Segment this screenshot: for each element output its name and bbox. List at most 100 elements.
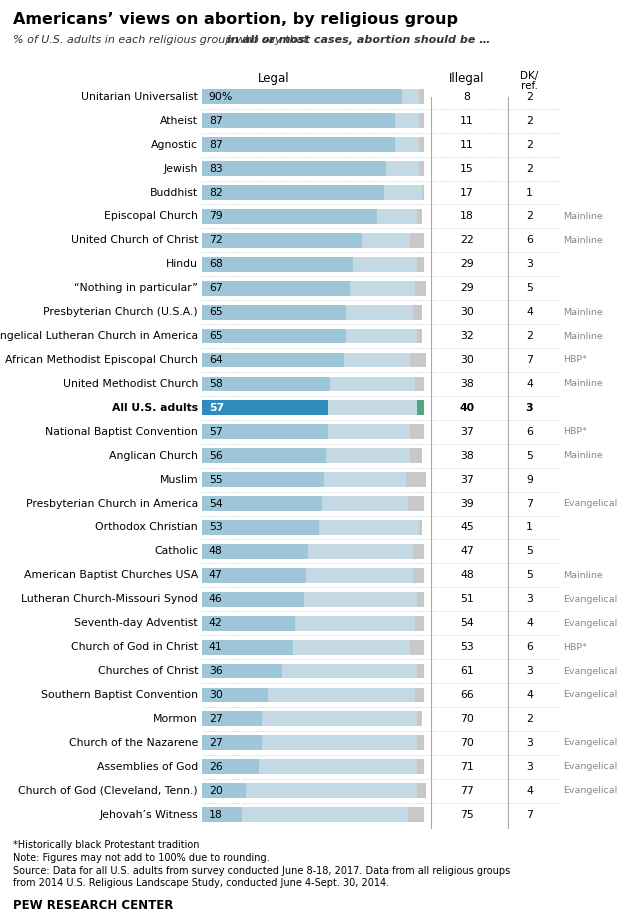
Bar (415, 616, 424, 630)
Text: Legal: Legal (257, 71, 289, 85)
Text: Anglican Church: Anglican Church (109, 451, 198, 461)
Bar (413, 568, 424, 583)
Text: 41: 41 (209, 642, 223, 652)
Text: 1: 1 (526, 522, 533, 532)
Bar (328, 400, 417, 415)
Text: Presbyterian Church (U.S.A.): Presbyterian Church (U.S.A.) (44, 307, 198, 317)
Text: 30: 30 (460, 307, 474, 317)
Text: Evangelical: Evangelical (564, 667, 618, 676)
Text: 5: 5 (526, 547, 533, 556)
Text: % of U.S. adults in each religious group who say that: % of U.S. adults in each religious group… (13, 35, 311, 45)
Text: HBP*: HBP* (564, 643, 588, 651)
Text: 3: 3 (526, 259, 533, 269)
Text: Southern Baptist Convention: Southern Baptist Convention (41, 690, 198, 700)
Text: from 2014 U.S. Religious Landscape Study, conducted June 4-Sept. 30, 2014.: from 2014 U.S. Religious Landscape Study… (13, 878, 389, 889)
Text: 32: 32 (460, 331, 474, 341)
Bar (417, 329, 422, 344)
Bar (417, 712, 422, 726)
Bar (202, 305, 346, 320)
Bar (410, 448, 422, 463)
Text: Evangelical: Evangelical (564, 618, 618, 627)
Text: 26: 26 (209, 762, 223, 772)
Text: 2: 2 (526, 714, 533, 724)
Text: 72: 72 (209, 235, 223, 245)
Text: 2: 2 (526, 164, 533, 173)
Text: PEW RESEARCH CENTER: PEW RESEARCH CENTER (13, 899, 173, 912)
Text: 3: 3 (526, 738, 533, 747)
Text: Evangelical: Evangelical (564, 594, 618, 604)
Text: 17: 17 (460, 188, 474, 198)
Bar (202, 209, 377, 224)
Text: Illegal: Illegal (449, 71, 484, 85)
Text: 57: 57 (209, 403, 224, 413)
Text: Hindu: Hindu (166, 259, 198, 269)
Bar (246, 783, 417, 798)
Bar (410, 233, 424, 248)
Text: HBP*: HBP* (564, 427, 588, 436)
Text: 38: 38 (460, 451, 474, 461)
Text: 37: 37 (460, 427, 474, 437)
Text: 90%: 90% (209, 92, 233, 102)
Text: 82: 82 (209, 188, 223, 198)
Text: 4: 4 (526, 690, 533, 700)
Text: 54: 54 (209, 498, 223, 508)
Bar (202, 807, 241, 822)
Bar (268, 688, 415, 703)
Text: Jewish: Jewish (164, 164, 198, 173)
Text: 3: 3 (526, 666, 533, 676)
Text: Mainline: Mainline (564, 308, 604, 317)
Text: Evangelical: Evangelical (564, 738, 618, 747)
Text: 70: 70 (460, 714, 474, 724)
Text: Source: Data for all U.S. adults from survey conducted June 8-18, 2017. Data fro: Source: Data for all U.S. adults from su… (13, 866, 510, 876)
Bar (415, 281, 426, 296)
Text: Lutheran Church-Missouri Synod: Lutheran Church-Missouri Synod (21, 594, 198, 605)
Text: Church of the Nazarene: Church of the Nazarene (68, 738, 198, 747)
Text: 6: 6 (526, 642, 533, 652)
Text: HBP*: HBP* (564, 355, 588, 365)
Text: 77: 77 (460, 786, 474, 796)
Text: 20: 20 (209, 786, 223, 796)
Bar (362, 233, 410, 248)
Text: Evangelical: Evangelical (564, 762, 618, 771)
Text: United Methodist Church: United Methodist Church (63, 379, 198, 389)
Text: 42: 42 (209, 618, 223, 628)
Text: Mainline: Mainline (564, 332, 604, 341)
Text: American Baptist Churches USA: American Baptist Churches USA (24, 571, 198, 581)
Text: 29: 29 (460, 259, 474, 269)
Bar (346, 305, 413, 320)
Bar (202, 448, 326, 463)
Text: 22: 22 (460, 235, 474, 245)
Bar (351, 281, 415, 296)
Text: Mainline: Mainline (564, 452, 604, 460)
Bar (202, 353, 344, 367)
Text: Note: Figures may not add to 100% due to rounding.: Note: Figures may not add to 100% due to… (13, 853, 269, 863)
Text: 87: 87 (209, 115, 223, 125)
Text: 56: 56 (209, 451, 223, 461)
Text: Mainline: Mainline (564, 571, 604, 580)
Bar (417, 663, 424, 679)
Text: 51: 51 (460, 594, 474, 605)
Text: 65: 65 (209, 331, 223, 341)
Bar (410, 424, 424, 439)
Text: 48: 48 (209, 547, 223, 556)
Text: Mainline: Mainline (564, 212, 604, 221)
Bar (326, 448, 410, 463)
Text: 79: 79 (209, 212, 223, 222)
Bar (241, 807, 408, 822)
Bar (386, 161, 419, 176)
Text: Americans’ views on abortion, by religious group: Americans’ views on abortion, by religio… (13, 12, 458, 27)
Bar (202, 520, 319, 535)
Bar (202, 783, 246, 798)
Bar (202, 161, 386, 176)
Bar (202, 114, 395, 128)
Bar (202, 592, 304, 606)
Text: 61: 61 (460, 666, 474, 676)
Text: 53: 53 (209, 522, 223, 532)
Bar (419, 90, 424, 104)
Text: 4: 4 (526, 618, 533, 628)
Bar (202, 473, 324, 487)
Text: United Church of Christ: United Church of Christ (70, 235, 198, 245)
Bar (202, 329, 346, 344)
Bar (408, 807, 424, 822)
Bar (413, 305, 422, 320)
